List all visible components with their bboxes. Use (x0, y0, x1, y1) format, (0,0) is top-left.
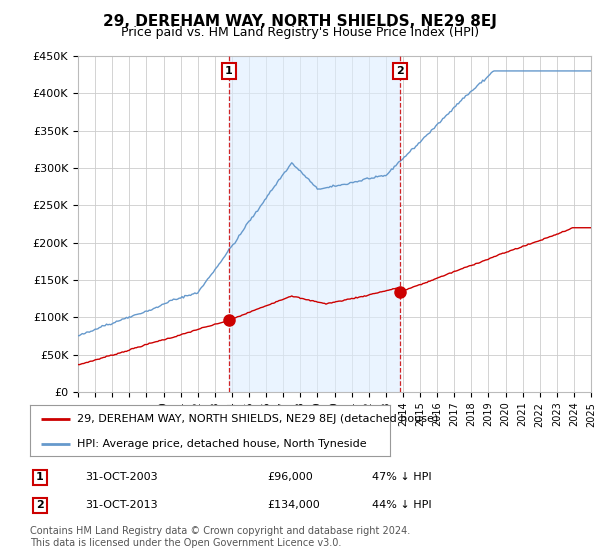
Text: 2: 2 (396, 66, 404, 76)
Text: 44% ↓ HPI: 44% ↓ HPI (372, 501, 432, 510)
Text: 1: 1 (36, 473, 44, 482)
Text: 47% ↓ HPI: 47% ↓ HPI (372, 473, 432, 482)
Text: Contains HM Land Registry data © Crown copyright and database right 2024.
This d: Contains HM Land Registry data © Crown c… (30, 526, 410, 548)
Text: 29, DEREHAM WAY, NORTH SHIELDS, NE29 8EJ (detached house): 29, DEREHAM WAY, NORTH SHIELDS, NE29 8EJ… (77, 414, 438, 424)
Text: £96,000: £96,000 (268, 473, 313, 482)
Text: £134,000: £134,000 (268, 501, 320, 510)
Text: 29, DEREHAM WAY, NORTH SHIELDS, NE29 8EJ: 29, DEREHAM WAY, NORTH SHIELDS, NE29 8EJ (103, 14, 497, 29)
Text: Price paid vs. HM Land Registry's House Price Index (HPI): Price paid vs. HM Land Registry's House … (121, 26, 479, 39)
Text: 31-OCT-2013: 31-OCT-2013 (85, 501, 158, 510)
Bar (229, 56, 400, 392)
Text: HPI: Average price, detached house, North Tyneside: HPI: Average price, detached house, Nort… (77, 439, 367, 449)
Text: 1: 1 (225, 66, 233, 76)
Text: 2: 2 (36, 501, 44, 510)
Text: 31-OCT-2003: 31-OCT-2003 (85, 473, 158, 482)
